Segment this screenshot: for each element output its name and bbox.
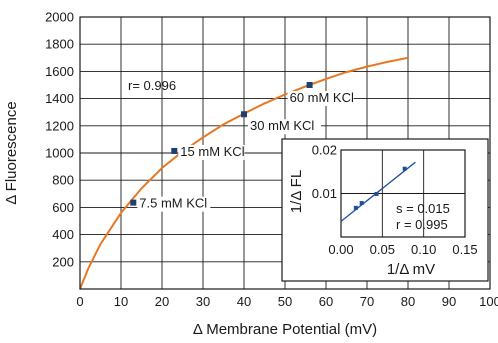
inset-data-points [353, 166, 407, 210]
main-x-tick-label: 80 [401, 294, 415, 309]
data-point [241, 111, 247, 118]
main-x-tick-label: 30 [196, 294, 210, 309]
data-point [130, 199, 137, 206]
main-x-tick-label: 10 [114, 294, 128, 309]
point-label-bg [248, 119, 321, 135]
main-y-tick-label: 400 [52, 227, 74, 242]
point-label-bg [178, 144, 245, 160]
inset-y-tick-labels: 0.01 0.02 [312, 143, 337, 202]
inset-y-tick-label: 0.01 [312, 186, 337, 201]
inset-x-tick-label: 0.10 [411, 242, 436, 257]
inset-data-point [359, 201, 364, 206]
main-y-tick-label: 1400 [45, 91, 74, 106]
main-x-tick-label: 60 [319, 294, 333, 309]
inset-data-point [353, 205, 358, 210]
fit-curve [79, 56, 409, 290]
main-x-tick-label: 100 [479, 294, 498, 309]
inset-x-tick-labels: 0.00 0.05 0.10 0.15 [328, 242, 477, 257]
main-y-tick-label: 1800 [45, 37, 74, 52]
main-x-tick-labels: 0 10 20 30 40 50 60 70 80 90 100 [76, 294, 498, 309]
main-y-tick-label: 800 [52, 173, 74, 188]
inset-chart: 0.00 0.05 0.10 0.15 0.010.02 1/Δ mV 1/Δ FL … [281, 138, 489, 282]
main-y-tick-label: 1600 [45, 64, 74, 79]
inset-x-axis-title: 1/Δ mV [387, 261, 435, 278]
point-label: 30 mM KCl [250, 118, 314, 133]
main-plot-frame [79, 16, 491, 290]
point-label: 7.5 mM KCl [139, 196, 207, 211]
main-x-tick-label: 70 [360, 294, 374, 309]
point-label-bg [137, 196, 211, 212]
y-axis-title: Δ Fluorescence [3, 101, 20, 204]
inset-data-point [402, 166, 407, 171]
inset-annotation: r = 0.995 [396, 217, 448, 232]
data-points [130, 82, 313, 206]
main-y-tick-label: 1200 [45, 118, 74, 133]
main-y-tick-labels: 200 400 600 800 1000 1200 1400 1600 1800 2000 [45, 10, 74, 270]
main-y-tick-label: 600 [52, 200, 74, 215]
data-point [306, 82, 313, 88]
inset-x-tick-label: 0.05 [370, 242, 395, 257]
main-x-tick-label: 50 [278, 294, 292, 309]
main-y-tick-label: 1000 [45, 146, 74, 161]
inset-data-point [374, 191, 379, 196]
inset-x-tick-label: 0.00 [328, 242, 353, 257]
main-x-tick-label: 0 [76, 294, 83, 309]
main-y-tick-label: 200 [52, 254, 74, 269]
point-labels: 7.5 mM KCl 15 mM KCl 30 mM KCl 60 mM KCl [137, 90, 354, 212]
point-label: 60 mM KCl [290, 90, 354, 105]
inset-fit-line [340, 161, 416, 222]
main-x-tick-label: 90 [442, 294, 456, 309]
inset-background [281, 138, 489, 282]
inset-y-axis-title: 1/Δ FL [288, 170, 305, 213]
main-x-tick-label: 40 [237, 294, 251, 309]
main-y-tick-label: 2000 [45, 10, 74, 25]
inset-x-tick-label: 0.15 [452, 242, 477, 257]
data-point [171, 147, 178, 154]
point-label-bg [287, 91, 354, 106]
correlation-annotation: r= 0.996 [128, 78, 176, 93]
inset-plot-frame [340, 149, 466, 238]
x-axis-title: Δ Membrane Potential (mV) [193, 321, 377, 338]
inset-y-tick-label: 0.02 [312, 143, 337, 158]
main-x-tick-label: 20 [155, 294, 169, 309]
point-label: 15 mM KCl [180, 144, 244, 159]
inset-annotation: s = 0.015 [396, 201, 450, 216]
